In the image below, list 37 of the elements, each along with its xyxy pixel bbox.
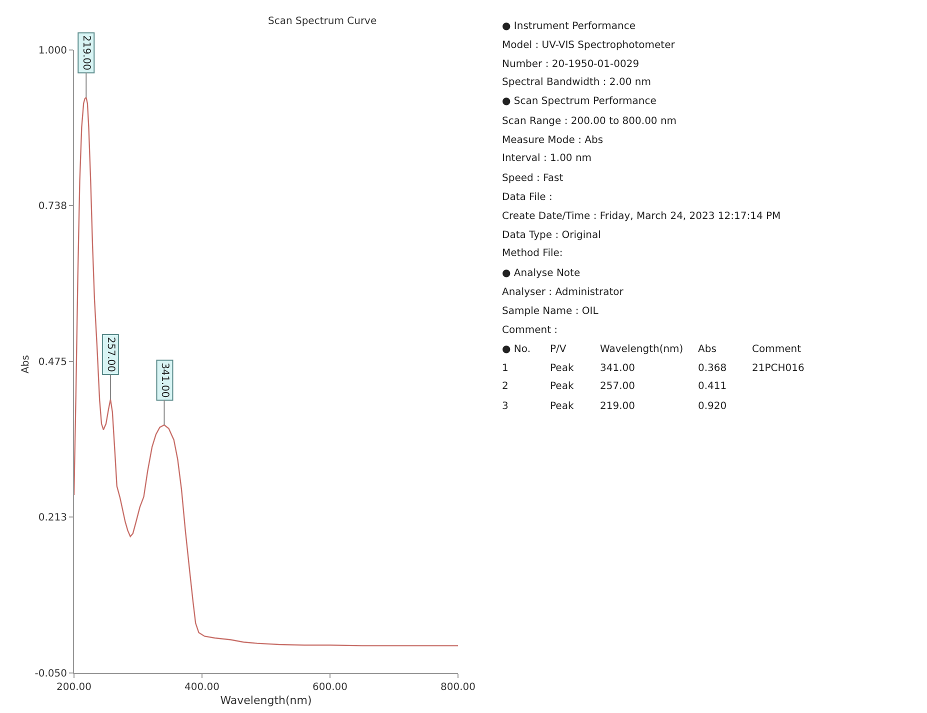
- text: ● Analyse Note: [502, 268, 580, 279]
- text: Speed : Fast: [502, 173, 564, 184]
- annotation: 341.00: [159, 362, 170, 398]
- text: ● Scan Spectrum Performance: [502, 96, 656, 107]
- y-axis-title: Abs: [20, 355, 32, 374]
- text: Interval : 1.00 nm: [502, 153, 592, 164]
- text: Measure Mode : Abs: [502, 135, 604, 146]
- chart-title: Scan Spectrum Curve: [268, 16, 377, 27]
- y-tick-label: 0.213: [38, 512, 67, 524]
- text: 1 Peak 341.00 0.368 21PCH016: [502, 363, 804, 374]
- annotation: 219.00: [80, 35, 92, 70]
- text: Data Type : Original: [502, 230, 601, 241]
- text: Analyser : Administrator: [502, 287, 624, 298]
- text: ● Instrument Performance: [502, 21, 636, 32]
- text: ● No. P/V Wavelength(nm) Abs Comment: [502, 344, 801, 355]
- y-tick-label: 1.000: [38, 46, 67, 56]
- x-tick-label: 200.00: [56, 682, 92, 693]
- line-series: [74, 96, 458, 646]
- text: Data File :: [502, 192, 552, 203]
- x-axis-title: Wavelength(nm): [220, 694, 312, 708]
- y-tick-label: 0.738: [38, 200, 67, 212]
- text: Create Date/Time : Friday, March 24, 2023 12:17:14 PM: [502, 211, 781, 222]
- text: Scan Range : 200.00 to 800.00 nm: [502, 116, 677, 127]
- x-tick-label: 400.00: [184, 682, 220, 693]
- text: Spectral Bandwidth : 2.00 nm: [502, 77, 651, 88]
- y-tick-label: 0.475: [38, 357, 67, 368]
- text: Model : UV-VIS Spectrophotometer: [502, 40, 676, 51]
- text: Sample Name : OIL: [502, 306, 599, 317]
- text: 3 Peak 219.00 0.920: [502, 401, 727, 412]
- text: Number : 20-1950-01-0029: [502, 59, 640, 70]
- annotation: 257.00: [104, 336, 116, 372]
- text: Method File:: [502, 248, 563, 259]
- text: Comment :: [502, 325, 558, 336]
- x-tick-label: 800.00: [440, 682, 476, 693]
- x-tick-label: 600.00: [312, 682, 348, 693]
- text: 2 Peak 257.00 0.411: [502, 381, 727, 392]
- y-tick-label: -0.050: [34, 668, 67, 680]
